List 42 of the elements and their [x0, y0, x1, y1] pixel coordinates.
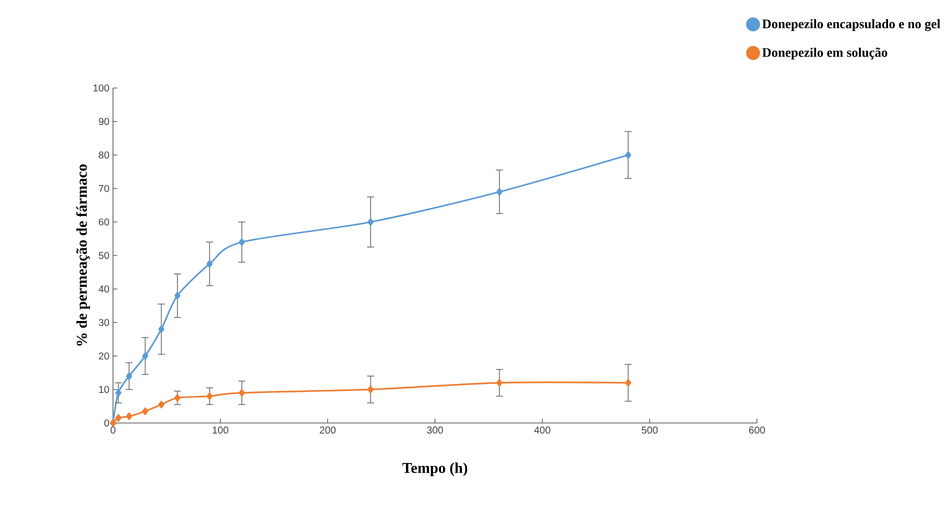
- y-tick-label: 90: [98, 118, 110, 126]
- point: [368, 386, 374, 394]
- y-tick-label: 30: [98, 318, 110, 326]
- y-tick-label: 50: [98, 252, 110, 260]
- point: [142, 352, 148, 360]
- x-tick-label: 600: [749, 426, 765, 434]
- point: [174, 394, 180, 402]
- x-tick-label: 400: [534, 426, 550, 434]
- y-tick-label: 100: [94, 84, 110, 92]
- point: [115, 389, 122, 397]
- point: [126, 372, 132, 380]
- point: [206, 392, 213, 400]
- point: [496, 378, 502, 387]
- point: [115, 414, 122, 422]
- x-tick-label: 300: [427, 426, 443, 434]
- legend-label: Donepezilo em solução: [762, 48, 888, 60]
- legend-label: Donepezilo encapsulado e no gel: [762, 19, 940, 32]
- point: [206, 260, 213, 268]
- x-tick-label: 100: [212, 426, 228, 434]
- y-tick-label: 10: [99, 386, 110, 394]
- point: [625, 378, 632, 387]
- point: [625, 151, 632, 159]
- point: [126, 412, 132, 420]
- point: [142, 407, 148, 416]
- x-tick-label: 500: [642, 426, 658, 434]
- x-axis-title: Tempo (h): [402, 462, 468, 476]
- point: [158, 325, 164, 333]
- y-tick-label: 40: [98, 285, 110, 293]
- point: [368, 218, 374, 226]
- y-tick-label: 20: [98, 352, 110, 360]
- y-tick-label: 60: [98, 218, 110, 226]
- point: [496, 188, 502, 196]
- x-tick-label: 0: [110, 426, 116, 434]
- y-tick-label: 0: [104, 419, 110, 427]
- y-tick-label: 70: [98, 184, 110, 192]
- point: [238, 238, 245, 246]
- x-tick-label: 200: [320, 426, 336, 434]
- point: [174, 292, 180, 300]
- point: [238, 389, 245, 397]
- y-axis-title: % de permeação de fármaco: [76, 164, 90, 346]
- y-tick-label: 80: [98, 151, 110, 159]
- point: [158, 400, 164, 408]
